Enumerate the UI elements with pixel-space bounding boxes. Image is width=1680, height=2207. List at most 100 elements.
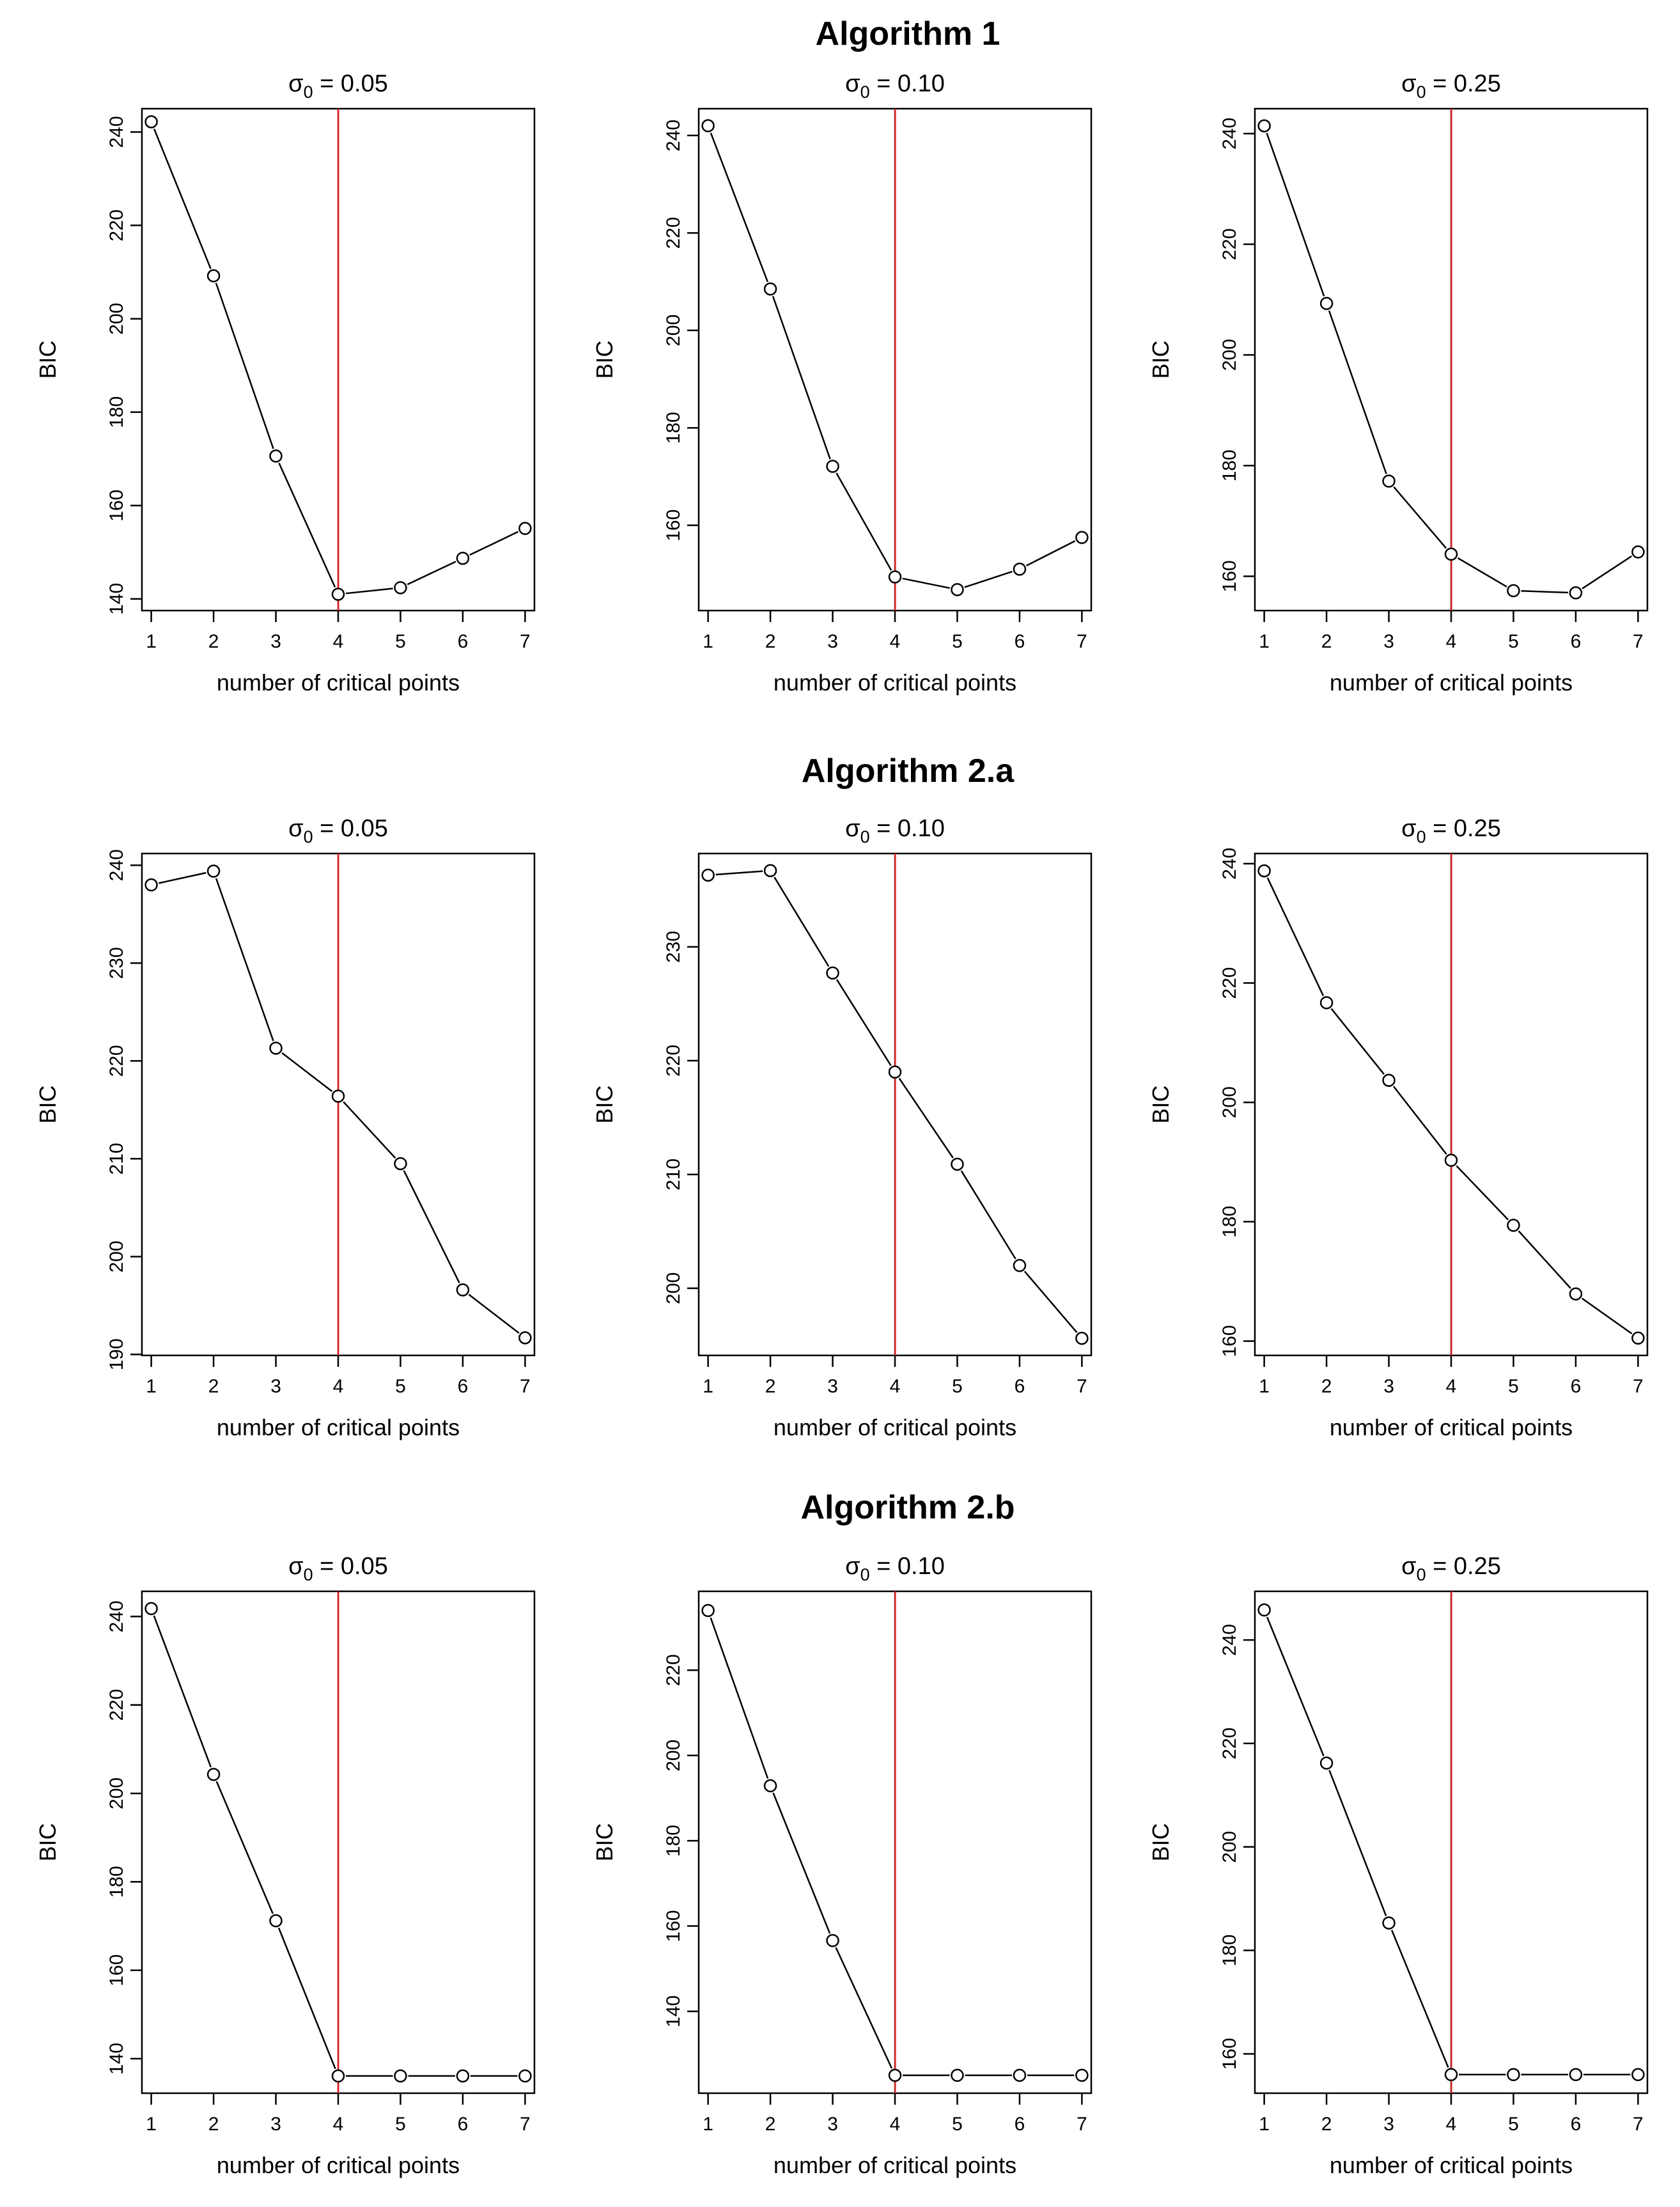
- y-tick-label: 240: [106, 1600, 127, 1632]
- y-tick-label: 200: [106, 1240, 127, 1272]
- series-segment: [1266, 1616, 1325, 1757]
- x-tick-label: 3: [1383, 1376, 1394, 1397]
- y-tick-label: 240: [1219, 118, 1240, 150]
- data-point: [331, 1089, 345, 1103]
- x-tick-label: 3: [270, 2114, 281, 2135]
- y-tick-label: 200: [663, 1740, 684, 1772]
- data-point: [951, 2068, 964, 2082]
- data-point: [269, 449, 283, 463]
- series-segment: [343, 1101, 396, 1159]
- series-segment: [153, 129, 212, 269]
- title-subscript: 0: [1417, 82, 1426, 102]
- y-tick-label: 230: [106, 947, 127, 979]
- y-tick-label: 200: [1219, 1086, 1240, 1118]
- series-segment: [772, 295, 831, 460]
- x-axis-label: number of critical points: [217, 2152, 460, 2178]
- title-equals: =: [313, 70, 341, 97]
- title-sigma-value: 0.10: [898, 815, 945, 842]
- data-point: [1382, 474, 1396, 488]
- y-tick-label: 180: [106, 396, 127, 428]
- panel-title: σ0 = 0.05: [288, 70, 388, 102]
- x-tick-label: 3: [827, 631, 838, 652]
- series-segment: [1328, 1770, 1387, 1917]
- panels: σ0 = 0.051 2 3 4 5 6 7140160180200220240number…: [35, 70, 1649, 2178]
- data-point: [1507, 584, 1520, 598]
- panel-title: σ0 = 0.25: [1401, 1553, 1501, 1584]
- data-point: [763, 864, 777, 877]
- y-tick-label: 210: [106, 1142, 127, 1174]
- y-tick-label: 220: [663, 1045, 684, 1077]
- data-point: [826, 966, 839, 980]
- title-equals: =: [1426, 70, 1454, 97]
- x-tick-label: 7: [1077, 631, 1087, 652]
- x-tick-label: 4: [1446, 2114, 1457, 2135]
- data-point: [826, 460, 839, 473]
- panel-title: σ0 = 0.25: [1401, 70, 1501, 102]
- data-point: [701, 868, 715, 882]
- data-point: [331, 2069, 345, 2083]
- x-tick-label: 3: [270, 631, 281, 652]
- x-tick-label: 4: [890, 631, 901, 652]
- series-segment: [468, 1293, 520, 1334]
- title-sigma-value: 0.25: [1454, 815, 1501, 842]
- data-point: [1631, 1331, 1645, 1345]
- y-tick-label: 240: [1219, 848, 1240, 880]
- y-tick-label: 200: [106, 1777, 127, 1809]
- y-tick-label: 160: [1219, 2038, 1240, 2070]
- y-tick-label: 220: [663, 1654, 684, 1686]
- y-tick-label: 240: [663, 120, 684, 152]
- data-point: [269, 1041, 283, 1055]
- data-point: [456, 1283, 470, 1297]
- x-tick-label: 7: [1633, 2114, 1644, 2135]
- title-symbol: σ: [845, 1553, 860, 1580]
- x-axis-label: number of critical points: [774, 1414, 1016, 1440]
- data-point: [144, 1602, 158, 1616]
- panel-r1-c1: σ0 = 0.05 1 2 3 4 5 6 7 140 160 180 200 220 240 number…: [35, 70, 536, 696]
- title-symbol: σ: [845, 815, 860, 842]
- data-point: [951, 582, 964, 597]
- x-tick-label: 6: [1015, 1376, 1025, 1397]
- data-point: [1569, 1287, 1583, 1301]
- panel-title: σ0 = 0.25: [1401, 815, 1501, 846]
- x-tick-label: 7: [520, 631, 531, 652]
- y-tick-label: 240: [106, 849, 127, 881]
- x-tick-label: 4: [890, 1376, 901, 1397]
- data-point: [518, 522, 532, 535]
- title-equals: =: [313, 1553, 341, 1580]
- x-tick-label: 2: [208, 1376, 219, 1397]
- x-tick-label: 4: [333, 631, 344, 652]
- series-segment: [715, 870, 763, 876]
- title-equals: =: [870, 70, 898, 97]
- x-tick-label: 4: [1446, 631, 1457, 652]
- y-tick-label: 220: [106, 1689, 127, 1721]
- title-equals: =: [1426, 1553, 1454, 1580]
- x-tick-label: 4: [333, 1376, 344, 1397]
- x-tick-label: 1: [703, 1376, 713, 1397]
- y-axis-label: BIC: [35, 1823, 61, 1861]
- heading-algorithm-2b: Algorithm 2.b: [800, 1489, 1015, 1526]
- y-tick-label: 160: [106, 490, 127, 522]
- data-point: [763, 282, 777, 296]
- data-point: [1013, 1259, 1027, 1272]
- data-point: [1382, 1916, 1396, 1930]
- data-point: [888, 570, 902, 584]
- series-segment: [774, 877, 830, 967]
- series-segment: [836, 472, 892, 571]
- y-tick-label: 180: [1219, 1206, 1240, 1238]
- title-subscript: 0: [860, 827, 870, 846]
- title-subscript: 0: [304, 82, 313, 102]
- x-tick-label: 5: [1508, 2114, 1519, 2135]
- panel-title: σ0 = 0.05: [288, 815, 388, 846]
- title-symbol: σ: [288, 70, 303, 97]
- series-segment: [1328, 310, 1387, 474]
- x-tick-label: 6: [1571, 2114, 1582, 2135]
- x-tick-label: 1: [1259, 1376, 1270, 1397]
- x-tick-label: 2: [1321, 631, 1332, 652]
- title-sigma-value: 0.05: [341, 815, 388, 842]
- data-point: [1319, 996, 1334, 1010]
- x-tick-label: 6: [458, 631, 469, 652]
- x-tick-label: 7: [1633, 1376, 1644, 1397]
- series-segment: [1266, 877, 1325, 997]
- x-axis-label: number of critical points: [1330, 669, 1573, 696]
- y-tick-label: 200: [663, 1272, 684, 1304]
